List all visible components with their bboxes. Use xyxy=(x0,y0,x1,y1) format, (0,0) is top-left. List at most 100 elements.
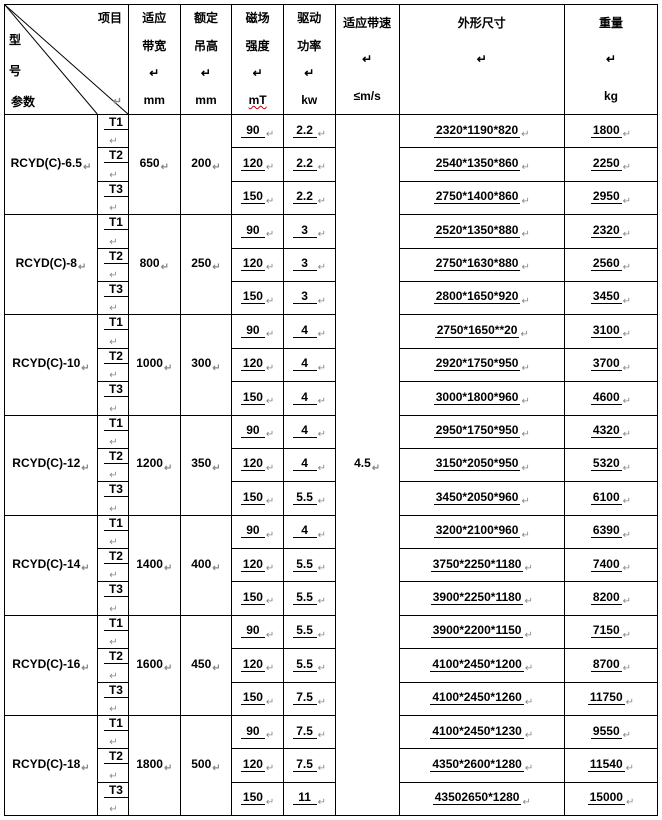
t-cell: T3↵ xyxy=(97,181,128,214)
dim-cell: 3150*2050*950↵ xyxy=(399,448,564,481)
table-row: T2↵120↵4↵2920*1750*950↵3700↵ xyxy=(5,348,658,381)
wt-cell: 6100↵ xyxy=(564,482,657,515)
hdr-model: 型 号 xyxy=(9,31,21,79)
table-row: T2↵120↵7.5↵4350*2600*1280↵11540↵ xyxy=(5,749,658,782)
kw-cell: 4↵ xyxy=(283,448,335,481)
table-row: T3↵150↵11↵43502650*1280↵15000↵ xyxy=(5,782,658,815)
mt-cell: 150↵ xyxy=(232,582,284,615)
wt-cell: 2560↵ xyxy=(564,248,657,281)
table-row: T3↵150↵4↵3000*1800*960↵4600↵ xyxy=(5,382,658,415)
t-cell: T2↵ xyxy=(97,549,128,582)
table-row: T2↵120↵2.2↵2540*1350*860↵2250↵ xyxy=(5,148,658,181)
table-row: T3↵150↵2.2↵2750*1400*860↵2950↵ xyxy=(5,181,658,214)
dim-cell: 2750*1400*860↵ xyxy=(399,181,564,214)
kw-cell: 4↵ xyxy=(283,515,335,548)
mt-cell: 150↵ xyxy=(232,382,284,415)
width-cell: 800↵ xyxy=(128,215,180,315)
t-cell: T1↵ xyxy=(97,716,128,749)
hdr-item: 项目 xyxy=(98,9,122,26)
kw-cell: 4↵ xyxy=(283,315,335,348)
dim-cell: 2320*1190*820↵ xyxy=(399,115,564,148)
dim-cell: 4100*2450*1260↵ xyxy=(399,682,564,715)
model-cell: RCYD(C)-12↵ xyxy=(5,415,98,515)
model-cell: RCYD(C)-6.5↵ xyxy=(5,115,98,215)
table-row: T3↵150↵5.5↵3450*2050*960↵6100↵ xyxy=(5,482,658,515)
t-cell: T3↵ xyxy=(97,482,128,515)
header-dim: 外形尺寸↵ xyxy=(399,5,564,115)
wt-cell: 15000↵ xyxy=(564,782,657,815)
dim-cell: 3000*1800*960↵ xyxy=(399,382,564,415)
width-cell: 1200↵ xyxy=(128,415,180,515)
width-cell: 1600↵ xyxy=(128,615,180,715)
height-cell: 300↵ xyxy=(180,315,232,415)
t-cell: T1↵ xyxy=(97,115,128,148)
kw-cell: 2.2↵ xyxy=(283,115,335,148)
mt-cell: 90↵ xyxy=(232,115,284,148)
table-row: T3↵150↵7.5↵4100*2450*1260↵11750↵ xyxy=(5,682,658,715)
width-cell: 650↵ xyxy=(128,115,180,215)
height-cell: 500↵ xyxy=(180,716,232,816)
speed-cell: 4.5↵ xyxy=(335,115,399,816)
t-cell: T3↵ xyxy=(97,582,128,615)
t-cell: T2↵ xyxy=(97,348,128,381)
mt-cell: 150↵ xyxy=(232,281,284,314)
mt-cell: 90↵ xyxy=(232,716,284,749)
wt-cell: 6390↵ xyxy=(564,515,657,548)
height-cell: 250↵ xyxy=(180,215,232,315)
mt-cell: 120↵ xyxy=(232,549,284,582)
dim-cell: 2520*1350*880↵ xyxy=(399,215,564,248)
header-height: 额定吊高↵mm xyxy=(180,5,232,115)
wt-cell: 7150↵ xyxy=(564,615,657,648)
table-row: T2↵120↵5.5↵3750*2250*1180↵7400↵ xyxy=(5,549,658,582)
kw-cell: 5.5↵ xyxy=(283,582,335,615)
table-row: T3↵150↵3↵2800*1650*920↵3450↵ xyxy=(5,281,658,314)
t-cell: T2↵ xyxy=(97,148,128,181)
dim-cell: 3900*2200*1150↵ xyxy=(399,615,564,648)
t-cell: T3↵ xyxy=(97,281,128,314)
wt-cell: 8200↵ xyxy=(564,582,657,615)
dim-cell: 4100*2450*1230↵ xyxy=(399,716,564,749)
dim-cell: 2920*1750*950↵ xyxy=(399,348,564,381)
kw-cell: 2.2↵ xyxy=(283,181,335,214)
t-cell: T2↵ xyxy=(97,248,128,281)
header-width: 适应带宽↵mm xyxy=(128,5,180,115)
table-body: RCYD(C)-6.5↵T1↵650↵200↵90↵2.2↵4.5↵2320*1… xyxy=(5,115,658,816)
kw-cell: 5.5↵ xyxy=(283,649,335,682)
width-cell: 1800↵ xyxy=(128,716,180,816)
kw-cell: 4↵ xyxy=(283,382,335,415)
mt-cell: 90↵ xyxy=(232,215,284,248)
dim-cell: 2800*1650*920↵ xyxy=(399,281,564,314)
model-cell: RCYD(C)-8↵ xyxy=(5,215,98,315)
table-row: RCYD(C)-12↵T1↵1200↵350↵90↵4↵2950*1750*95… xyxy=(5,415,658,448)
kw-cell: 7.5↵ xyxy=(283,716,335,749)
t-cell: T3↵ xyxy=(97,782,128,815)
mt-cell: 120↵ xyxy=(232,148,284,181)
kw-cell: 7.5↵ xyxy=(283,749,335,782)
wt-cell: 8700↵ xyxy=(564,649,657,682)
dim-cell: 3200*2100*960↵ xyxy=(399,515,564,548)
wt-cell: 7400↵ xyxy=(564,549,657,582)
header-kw: 驱动功率↵kw xyxy=(283,5,335,115)
kw-cell: 5.5↵ xyxy=(283,615,335,648)
dim-cell: 2540*1350*860↵ xyxy=(399,148,564,181)
header-speed: 适应带速↵≤m/s xyxy=(335,5,399,115)
header-mt: 磁场强度↵mT xyxy=(232,5,284,115)
dim-cell: 3450*2050*960↵ xyxy=(399,482,564,515)
t-cell: T1↵ xyxy=(97,315,128,348)
t-cell: T2↵ xyxy=(97,749,128,782)
t-cell: T3↵ xyxy=(97,382,128,415)
model-cell: RCYD(C)-18↵ xyxy=(5,716,98,816)
wt-cell: 2250↵ xyxy=(564,148,657,181)
dim-cell: 2750*1630*880↵ xyxy=(399,248,564,281)
t-cell: T1↵ xyxy=(97,515,128,548)
t-cell: T1↵ xyxy=(97,215,128,248)
kw-cell: 3↵ xyxy=(283,215,335,248)
kw-cell: 11↵ xyxy=(283,782,335,815)
header-weight: 重量↵kg xyxy=(564,5,657,115)
wt-cell: 4320↵ xyxy=(564,415,657,448)
kw-cell: 7.5↵ xyxy=(283,682,335,715)
wt-cell: 3450↵ xyxy=(564,281,657,314)
dim-cell: 43502650*1280↵ xyxy=(399,782,564,815)
mt-cell: 120↵ xyxy=(232,248,284,281)
dim-cell: 3900*2250*1180↵ xyxy=(399,582,564,615)
